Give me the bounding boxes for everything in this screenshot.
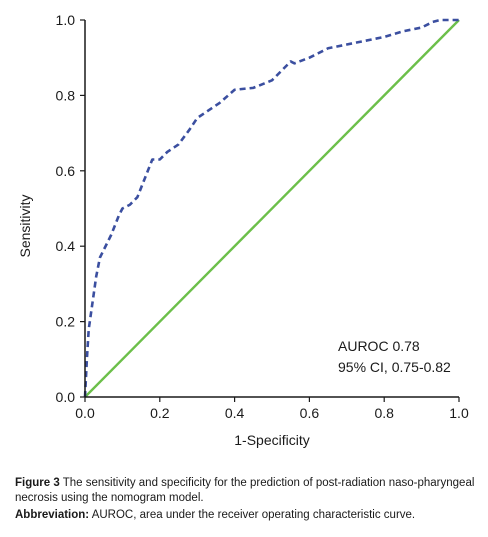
x-tick-label: 1.0 — [449, 405, 469, 421]
figure-label: Figure 3 — [15, 477, 60, 489]
y-axis-ticks: 0.0 0.2 0.4 0.6 0.8 1.0 — [56, 12, 85, 405]
y-tick-label: 0.8 — [56, 87, 76, 103]
y-tick-label: 0.4 — [56, 238, 76, 254]
y-tick-label: 0.6 — [56, 163, 76, 179]
y-tick-label: 1.0 — [56, 12, 76, 28]
series-layer — [83, 18, 460, 398]
x-tick-label: 0.0 — [75, 405, 95, 421]
y-tick-label: 0.0 — [56, 389, 76, 405]
x-axis-title: 1-Specificity — [234, 432, 309, 448]
figure-text: The sensitivity and specificity for the … — [15, 477, 475, 504]
x-tick-label: 0.8 — [374, 405, 394, 421]
auroc-annotation: AUROC 0.78 — [338, 338, 420, 354]
x-axis-ticks: 0.0 0.2 0.4 0.6 0.8 1.0 — [75, 397, 469, 421]
x-tick-label: 0.4 — [225, 405, 245, 421]
abbreviation-label: Abbreviation: — [15, 509, 90, 521]
x-tick-label: 0.2 — [150, 405, 170, 421]
ci-annotation: 95% CI, 0.75-0.82 — [338, 359, 451, 375]
roc-chart: 0.0 0.2 0.4 0.6 0.8 1.0 0.0 0.2 0.4 0.6 0.8 1.0 1-… — [17, 12, 469, 448]
roc-curve-line — [83, 18, 459, 398]
y-tick-label: 0.2 — [56, 314, 76, 330]
x-tick-label: 0.6 — [300, 405, 320, 421]
reference-diagonal-line — [84, 19, 460, 398]
abbreviation-note: Abbreviation: AUROC, area under the rece… — [15, 508, 475, 523]
figure-caption: Figure 3 The sensitivity and specificity… — [15, 476, 475, 506]
abbreviation-text: AUROC, area under the receiver operating… — [91, 509, 416, 521]
y-axis-title: Sensitivity — [17, 194, 33, 257]
